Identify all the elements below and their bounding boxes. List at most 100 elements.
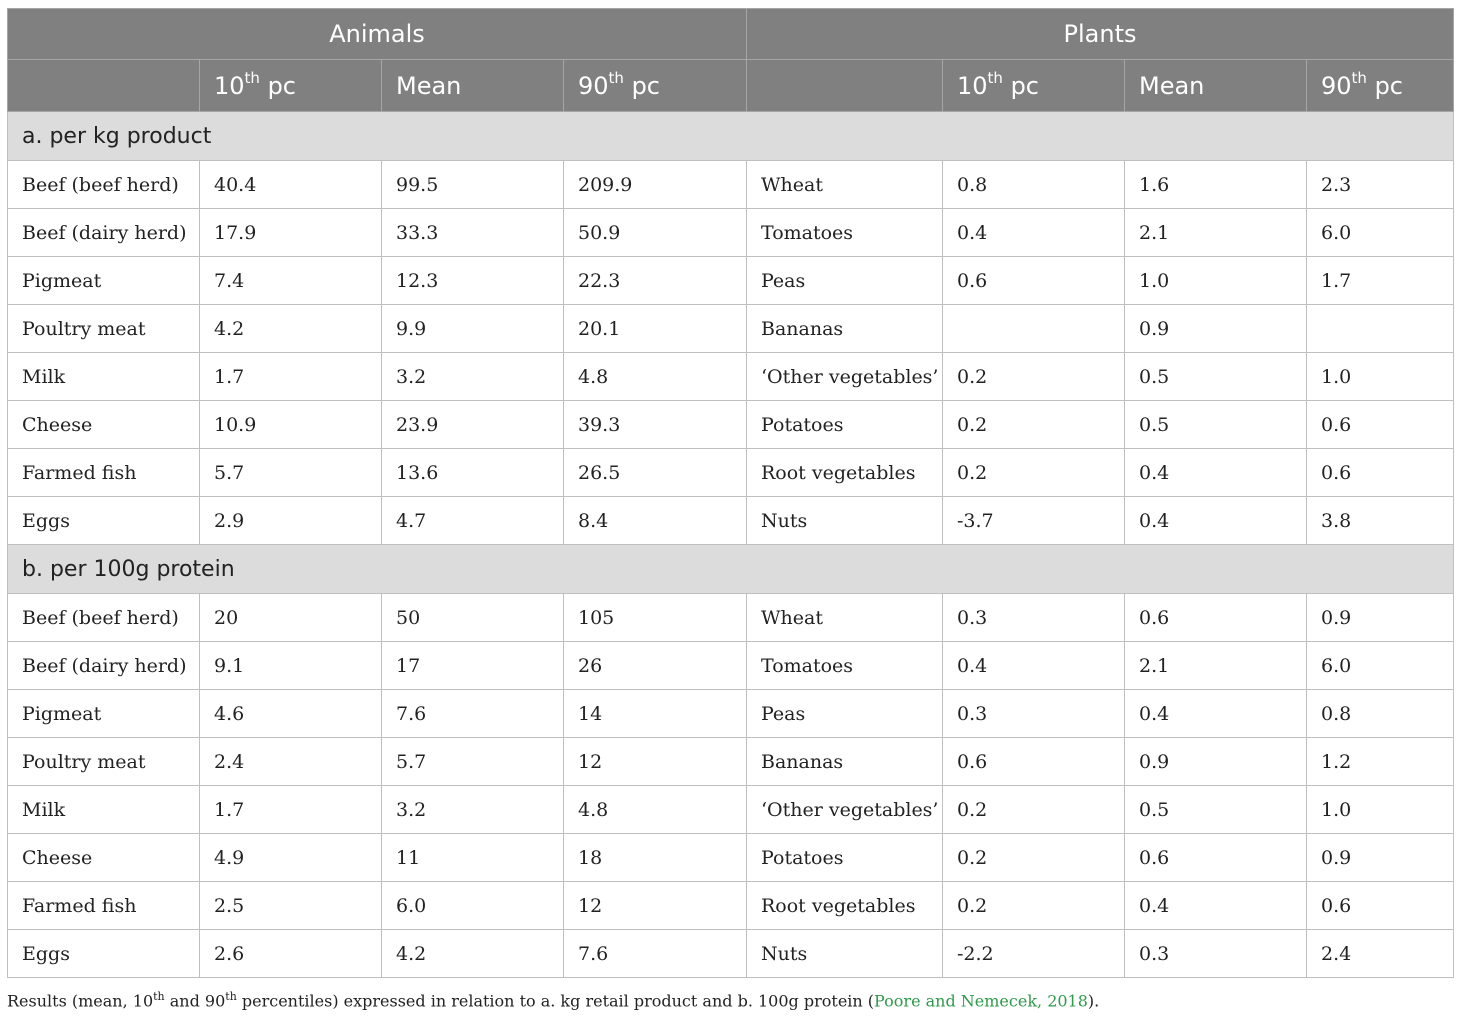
plant-mean-cell: 0.9: [1124, 304, 1307, 353]
animal-p10-cell: 2.4: [199, 737, 382, 786]
animals-group-header: Animals: [7, 8, 747, 60]
column-header-row: 10th pc Mean 90th pc 10th pc Mean 90th p…: [7, 59, 1455, 112]
table-row: Beef (dairy herd) 9.1 17 26 Tomatoes 0.4 2.1 6.…: [7, 641, 1455, 690]
animal-mean-cell: 4.7: [381, 496, 564, 545]
table-row: Milk 1.7 3.2 4.8 ‘Other vegetables’ 0.2 0.5 1.0: [7, 352, 1455, 401]
animal-p90-cell: 7.6: [563, 929, 747, 978]
plant-mean-cell: 0.5: [1124, 785, 1307, 834]
section-header-row: b. per 100g protein: [6, 544, 1455, 594]
animal-name-cell: Farmed fish: [7, 881, 200, 930]
section-title: b. per 100g protein: [6, 544, 1455, 594]
plant-mean-cell: 1.6: [1124, 160, 1307, 209]
animal-mean-cell: 7.6: [381, 689, 564, 738]
animal-p10-cell: 2.9: [199, 496, 382, 545]
table-body: a. per kg product Beef (beef herd) 40.4 99.…: [6, 111, 1455, 978]
animal-mean-cell: 11: [381, 833, 564, 882]
plant-name-cell: Tomatoes: [746, 641, 943, 690]
plant-mean-cell: 0.4: [1124, 448, 1307, 497]
plant-p10-cell: 0.4: [942, 208, 1125, 257]
plant-mean-cell: 0.6: [1124, 833, 1307, 882]
plant-p90-cell: 3.8: [1305, 496, 1455, 545]
plant-name-cell: Nuts: [746, 929, 943, 978]
plant-name-cell: ‘Other vegetables’: [746, 352, 943, 401]
plant-p10-cell: 0.3: [942, 689, 1125, 738]
plant-p10-cell: -2.2: [942, 929, 1125, 978]
plant-p10-cell: -3.7: [942, 496, 1125, 545]
plant-p10-cell: 0.2: [942, 352, 1125, 401]
plant-p90-cell: 0.6: [1305, 881, 1455, 930]
plant-p10-cell: 0.2: [942, 400, 1125, 449]
table-row: Cheese 4.9 11 18 Potatoes 0.2 0.6 0.9: [7, 833, 1455, 882]
animal-p90-cell: 50.9: [563, 208, 747, 257]
plant-mean-cell: 2.1: [1124, 641, 1307, 690]
plant-p90-cell: 6.0: [1305, 641, 1455, 690]
animal-p90-cell: 14: [563, 689, 747, 738]
table-row: Beef (dairy herd) 17.9 33.3 50.9 Tomatoes 0.4…: [7, 208, 1455, 257]
plant-p10-cell: 0.2: [942, 785, 1125, 834]
plant-p10-cell: 0.2: [942, 881, 1125, 930]
plant-mean-cell: 0.6: [1124, 593, 1307, 642]
table-caption: Results (mean, 10th and 90th percentiles…: [7, 990, 1100, 1011]
table-row: Poultry meat 2.4 5.7 12 Bananas 0.6 0.9 1.2: [7, 737, 1455, 786]
animal-p10-cell: 4.6: [199, 689, 382, 738]
animal-mean-cell: 99.5: [381, 160, 564, 209]
animal-p90-cell: 4.8: [563, 785, 747, 834]
animal-p10-cell: 17.9: [199, 208, 382, 257]
group-header-row: Animals Plants: [7, 8, 1455, 60]
animal-p10-header: 10th pc: [199, 59, 382, 112]
animal-p90-cell: 22.3: [563, 256, 747, 305]
plant-mean-cell: 0.3: [1124, 929, 1307, 978]
animal-name-cell: Eggs: [7, 929, 200, 978]
animal-p10-cell: 2.5: [199, 881, 382, 930]
plant-name-cell: Wheat: [746, 593, 943, 642]
table-row: Beef (beef herd) 20 50 105 Wheat 0.3 0.6 0.9: [7, 593, 1455, 642]
table-row: Pigmeat 7.4 12.3 22.3 Peas 0.6 1.0 1.7: [7, 256, 1455, 305]
animal-p90-cell: 4.8: [563, 352, 747, 401]
animal-mean-cell: 3.2: [381, 785, 564, 834]
plant-p90-cell: 1.7: [1305, 256, 1455, 305]
animal-p10-cell: 7.4: [199, 256, 382, 305]
animal-p90-cell: 209.9: [563, 160, 747, 209]
animal-name-cell: Poultry meat: [7, 737, 200, 786]
animal-name-cell: Cheese: [7, 833, 200, 882]
animal-p90-cell: 12: [563, 737, 747, 786]
animal-name-cell: Eggs: [7, 496, 200, 545]
citation-link[interactable]: Poore and Nemecek, 2018: [874, 991, 1088, 1011]
animal-name-cell: Pigmeat: [7, 689, 200, 738]
animal-p90-cell: 8.4: [563, 496, 747, 545]
animal-mean-cell: 23.9: [381, 400, 564, 449]
plant-p90-cell: 2.3: [1305, 160, 1455, 209]
plant-mean-header: Mean: [1124, 59, 1307, 112]
plant-name-cell: Root vegetables: [746, 881, 943, 930]
table-row: Pigmeat 4.6 7.6 14 Peas 0.3 0.4 0.8: [7, 689, 1455, 738]
animal-mean-header: Mean: [381, 59, 564, 112]
animal-mean-cell: 6.0: [381, 881, 564, 930]
table-row: Poultry meat 4.2 9.9 20.1 Bananas 0.9: [7, 304, 1455, 353]
plant-mean-cell: 2.1: [1124, 208, 1307, 257]
section-header-row: a. per kg product: [6, 111, 1455, 161]
animal-mean-cell: 4.2: [381, 929, 564, 978]
animal-p90-cell: 12: [563, 881, 747, 930]
table-row: Beef (beef herd) 40.4 99.5 209.9 Wheat 0.8 1.6…: [7, 160, 1455, 209]
plant-name-cell: Potatoes: [746, 400, 943, 449]
plant-p90-cell: [1305, 304, 1455, 353]
plant-p90-cell: 0.9: [1305, 593, 1455, 642]
animal-p10-cell: 9.1: [199, 641, 382, 690]
plant-p90-cell: 0.8: [1305, 689, 1455, 738]
plants-group-header: Plants: [745, 8, 1455, 60]
animal-p10-cell: 1.7: [199, 785, 382, 834]
animal-name-cell: Beef (dairy herd): [7, 641, 200, 690]
animal-p10-cell: 10.9: [199, 400, 382, 449]
plant-mean-cell: 0.5: [1124, 352, 1307, 401]
animal-p90-cell: 105: [563, 593, 747, 642]
animal-mean-cell: 17: [381, 641, 564, 690]
plant-name-cell: Bananas: [746, 737, 943, 786]
plant-p10-header: 10th pc: [942, 59, 1125, 112]
animal-p10-cell: 1.7: [199, 352, 382, 401]
plant-p90-cell: 0.6: [1305, 400, 1455, 449]
animal-p10-cell: 4.9: [199, 833, 382, 882]
plant-name-cell: Tomatoes: [746, 208, 943, 257]
plant-name-header: [746, 59, 943, 112]
plant-p10-cell: [942, 304, 1125, 353]
plant-p10-cell: 0.2: [942, 448, 1125, 497]
